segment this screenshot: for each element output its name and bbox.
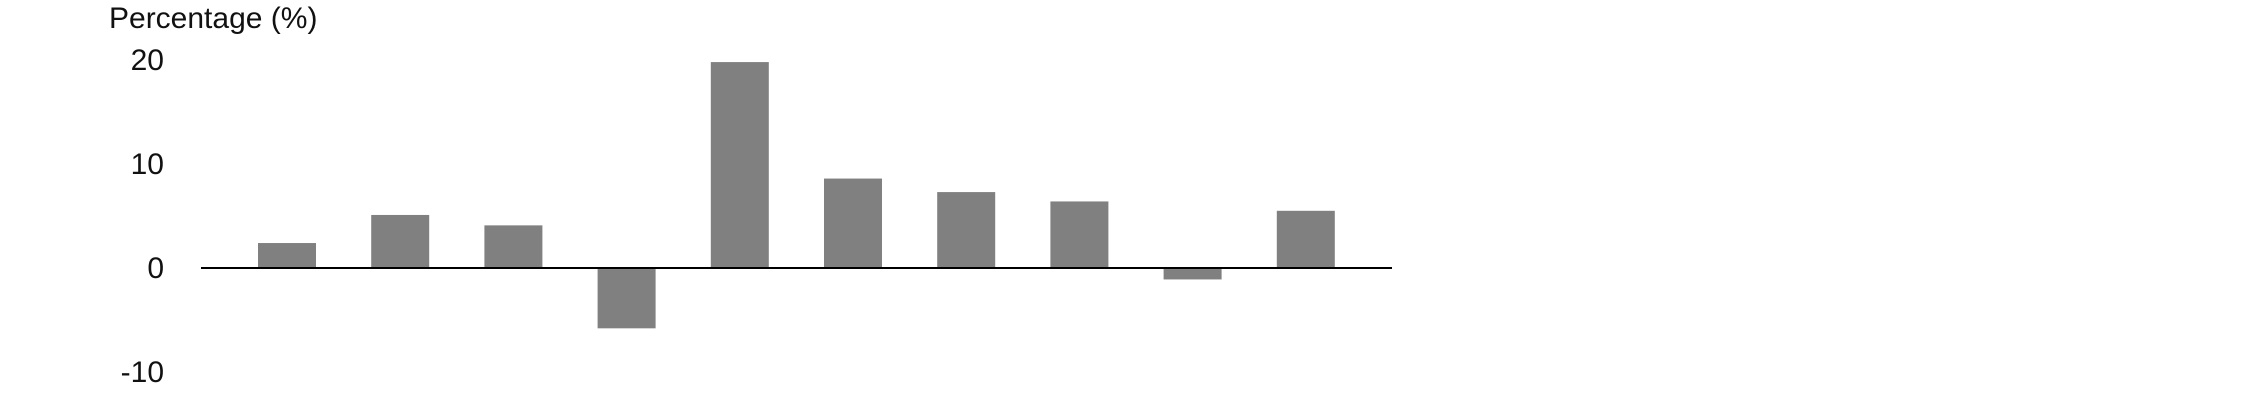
bar bbox=[258, 243, 316, 268]
bar bbox=[1163, 268, 1222, 280]
bar bbox=[824, 178, 882, 268]
bar bbox=[484, 225, 543, 268]
y-tick-label: 20 bbox=[131, 44, 164, 77]
bar bbox=[597, 268, 656, 329]
bar bbox=[710, 62, 769, 268]
y-axis-title: Percentage (%) bbox=[109, 2, 317, 35]
bar bbox=[371, 214, 430, 268]
bars bbox=[258, 62, 1335, 329]
bar bbox=[1050, 201, 1109, 268]
y-tick-label: 10 bbox=[131, 148, 164, 181]
y-tick-label: 0 bbox=[147, 252, 164, 285]
y-tick-label: -10 bbox=[121, 356, 164, 389]
bar bbox=[1276, 210, 1335, 268]
y-axis-ticks: 20 10 0 -10 bbox=[121, 44, 164, 389]
bar bbox=[937, 192, 996, 268]
